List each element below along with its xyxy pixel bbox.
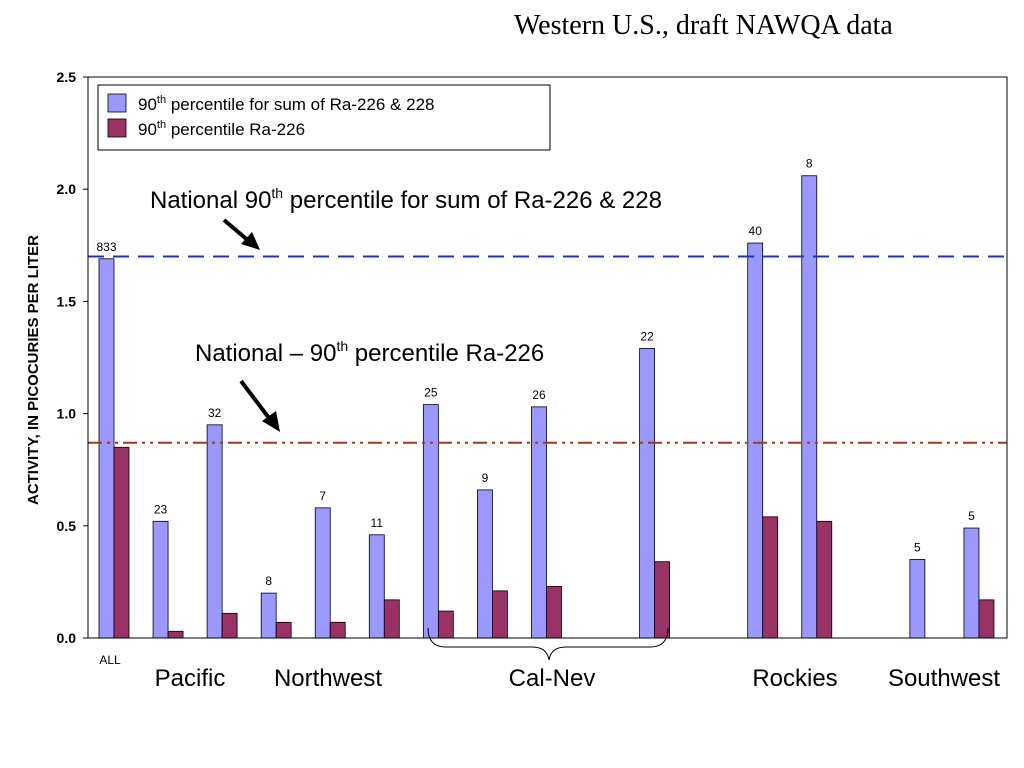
y-tick-label: 1.5 <box>57 293 77 309</box>
bar-sum-ra226-228 <box>152 520 169 639</box>
x-label-all: ALL <box>99 653 121 667</box>
bar-ra226 <box>492 590 508 639</box>
bar-ra226 <box>275 621 292 639</box>
cal-nev-brace <box>427 627 669 661</box>
sample-count-label: 32 <box>208 406 222 420</box>
legend-swatch-sum <box>107 93 127 113</box>
bar-sum-ra226-228 <box>477 489 493 639</box>
annotation-national-sum: National 90th percentile for sum of Ra-2… <box>150 185 662 214</box>
bar-sum-ra226-228 <box>206 424 223 639</box>
y-tick-label: 1.0 <box>57 406 77 422</box>
sample-count-label: 8 <box>806 157 813 171</box>
y-tick-label: 0.5 <box>57 518 77 534</box>
sample-count-label: 833 <box>96 240 116 254</box>
bar-sum-ra226-228 <box>747 242 764 639</box>
bar-sum-ra226-228 <box>314 507 331 639</box>
bar-sum-ra226-228 <box>368 534 385 639</box>
legend-label-sum: 90th percentile for sum of Ra-226 & 228 <box>138 94 434 114</box>
y-axis-label: ACTIVITY, IN PICOCURIES PER LITER <box>25 235 42 505</box>
bar-sum-ra226-228 <box>801 175 818 639</box>
bar-ra226 <box>978 599 995 639</box>
group-label-southwest: Southwest <box>888 665 1000 692</box>
bar-ra226 <box>762 516 779 639</box>
sample-count-label: 7 <box>319 489 326 503</box>
group-label-rockies: Rockies <box>752 665 837 692</box>
bar-sum-ra226-228 <box>531 406 547 639</box>
bar-sum-ra226-228 <box>639 348 655 639</box>
sample-count-label: 40 <box>749 224 763 238</box>
bar-ra226 <box>383 599 400 639</box>
bar-sum-ra226-228 <box>260 592 277 639</box>
bar-ra226 <box>221 612 238 639</box>
sample-count-label: 5 <box>914 540 921 554</box>
legend-swatch-ra226 <box>107 118 127 138</box>
bar-ra226 <box>329 621 346 639</box>
sample-count-label: 22 <box>640 330 654 344</box>
sample-count-label: 11 <box>371 516 384 530</box>
bar-sum-ra226-228 <box>909 559 926 639</box>
sample-count-label: 23 <box>154 502 168 516</box>
bar-ra226 <box>654 561 670 639</box>
legend: 90th percentile for sum of Ra-226 & 228 … <box>97 84 551 151</box>
y-tick-label: 2.0 <box>57 181 77 197</box>
chart-title: Western U.S., draft NAWQA data <box>514 10 893 41</box>
annotation-national-ra226: National – 90th percentile Ra-226 <box>195 338 544 367</box>
group-label-cal-nev: Cal-Nev <box>509 665 596 692</box>
bar-ra226 <box>816 520 833 639</box>
arrow-national-sum <box>222 218 260 250</box>
arrow-national-ra226 <box>239 379 280 432</box>
sample-count-label: 8 <box>265 574 272 588</box>
sample-count-label: 26 <box>532 388 546 402</box>
bar-ra226 <box>437 610 454 639</box>
sample-count-label: 9 <box>482 471 489 485</box>
bar-ra226 <box>167 630 184 639</box>
group-label-northwest: Northwest <box>274 665 382 692</box>
group-label-pacific: Pacific <box>155 665 226 692</box>
y-tick-label: 2.5 <box>57 69 77 85</box>
legend-label-ra226: 90th percentile Ra-226 <box>138 119 305 139</box>
bar-sum-ra226-228 <box>963 527 980 639</box>
sample-count-label: 5 <box>968 509 975 523</box>
bar-ra226 <box>546 585 562 639</box>
bar-ra226 <box>113 446 130 639</box>
plot-area <box>87 76 1008 639</box>
bar-sum-ra226-228 <box>98 258 115 639</box>
y-tick-label: 0.0 <box>57 630 77 646</box>
bar-sum-ra226-228 <box>422 404 439 639</box>
sample-count-label: 25 <box>424 386 438 400</box>
